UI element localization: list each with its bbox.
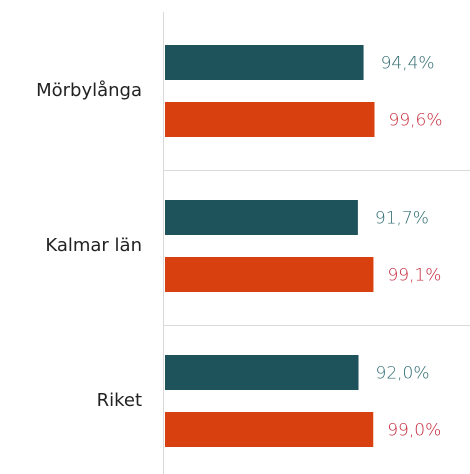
bar <box>165 200 358 235</box>
bar <box>165 257 374 292</box>
bar <box>165 45 364 80</box>
value-label: 94,4% <box>381 54 435 74</box>
category-label: Riket <box>97 390 142 411</box>
bar <box>165 102 375 137</box>
bar <box>165 412 374 447</box>
value-label: 99,1% <box>387 266 441 286</box>
bar <box>165 355 359 390</box>
value-label: 99,0% <box>387 421 441 441</box>
value-label: 99,6% <box>389 111 443 131</box>
category-label: Mörbylånga <box>36 80 142 101</box>
category-label: Kalmar län <box>45 235 142 256</box>
value-label: 91,7% <box>375 209 429 229</box>
value-label: 92,0% <box>376 364 430 384</box>
